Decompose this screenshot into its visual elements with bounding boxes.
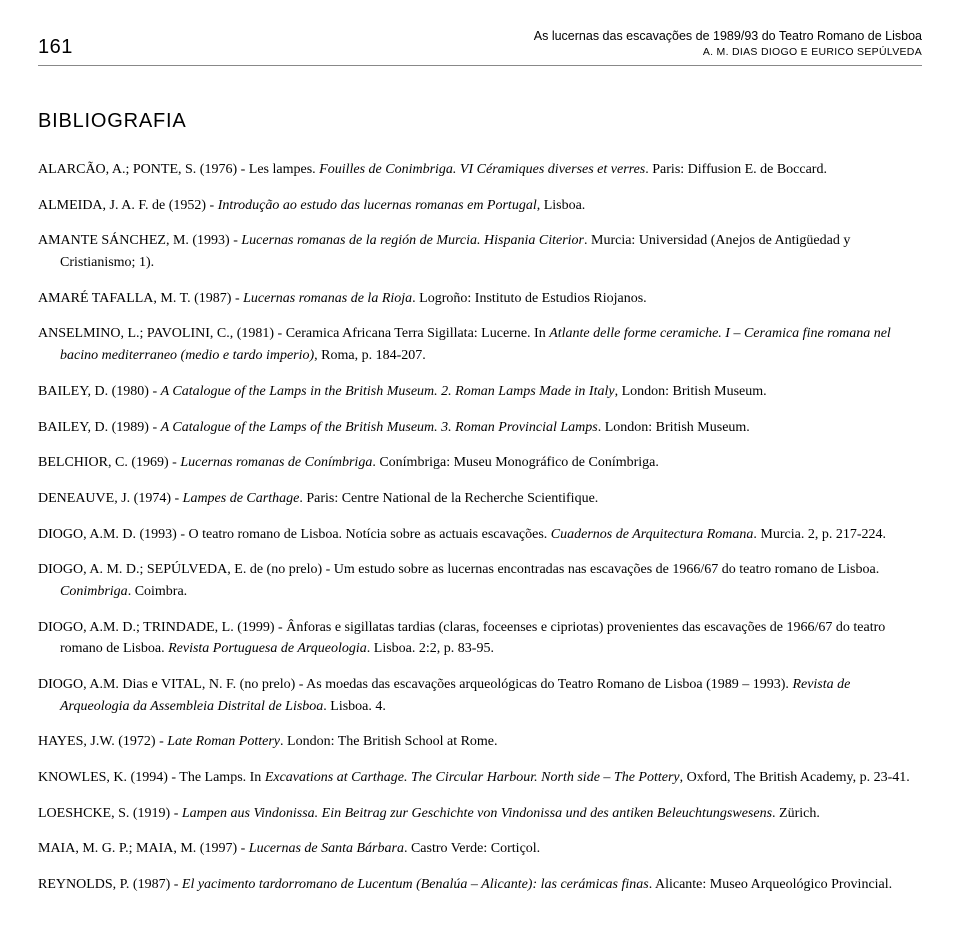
bibliography-entry: KNOWLES, K. (1994) - The Lamps. In Excav… — [38, 767, 922, 789]
running-header: 161 As lucernas das escavações de 1989/9… — [38, 28, 922, 66]
bibliography-entry: AMARÉ TAFALLA, M. T. (1987) - Lucernas r… — [38, 288, 922, 310]
bibliography-entry: AMANTE SÁNCHEZ, M. (1993) - Lucernas rom… — [38, 230, 922, 273]
bibliography-entry: BELCHIOR, C. (1969) - Lucernas romanas d… — [38, 452, 922, 474]
bibliography-entry: DIOGO, A.M. Dias e VITAL, N. F. (no prel… — [38, 674, 922, 717]
bibliography-entry: BAILEY, D. (1980) - A Catalogue of the L… — [38, 381, 922, 403]
header-right: As lucernas das escavações de 1989/93 do… — [534, 28, 922, 59]
page: 161 As lucernas das escavações de 1989/9… — [0, 0, 960, 938]
bibliography-entry: ANSELMINO, L.; PAVOLINI, C., (1981) - Ce… — [38, 323, 922, 366]
bibliography-list: ALARCÃO, A.; PONTE, S. (1976) - Les lamp… — [38, 159, 922, 896]
bibliography-entry: DIOGO, A.M. D. (1993) - O teatro romano … — [38, 524, 922, 546]
bibliography-entry: MAIA, M. G. P.; MAIA, M. (1997) - Lucern… — [38, 838, 922, 860]
bibliography-entry: DIOGO, A.M. D.; TRINDADE, L. (1999) - Ân… — [38, 617, 922, 660]
bibliography-entry: DENEAUVE, J. (1974) - Lampes de Carthage… — [38, 488, 922, 510]
bibliography-entry: ALARCÃO, A.; PONTE, S. (1976) - Les lamp… — [38, 159, 922, 181]
bibliography-entry: REYNOLDS, P. (1987) - El yacimento tardo… — [38, 874, 922, 896]
page-number: 161 — [38, 36, 73, 59]
header-article-title: As lucernas das escavações de 1989/93 do… — [534, 28, 922, 45]
bibliography-entry: DIOGO, A. M. D.; SEPÚLVEDA, E. de (no pr… — [38, 559, 922, 602]
bibliography-entry: HAYES, J.W. (1972) - Late Roman Pottery.… — [38, 731, 922, 753]
bibliography-entry: BAILEY, D. (1989) - A Catalogue of the L… — [38, 417, 922, 439]
bibliography-entry: LOESHCKE, S. (1919) - Lampen aus Vindoni… — [38, 803, 922, 825]
header-authors: A. M. DIAS DIOGO E EURICO SEPÚLVEDA — [534, 45, 922, 59]
bibliography-entry: ALMEIDA, J. A. F. de (1952) - Introdução… — [38, 195, 922, 217]
section-title-bibliografia: BIBLIOGRAFIA — [38, 110, 922, 133]
